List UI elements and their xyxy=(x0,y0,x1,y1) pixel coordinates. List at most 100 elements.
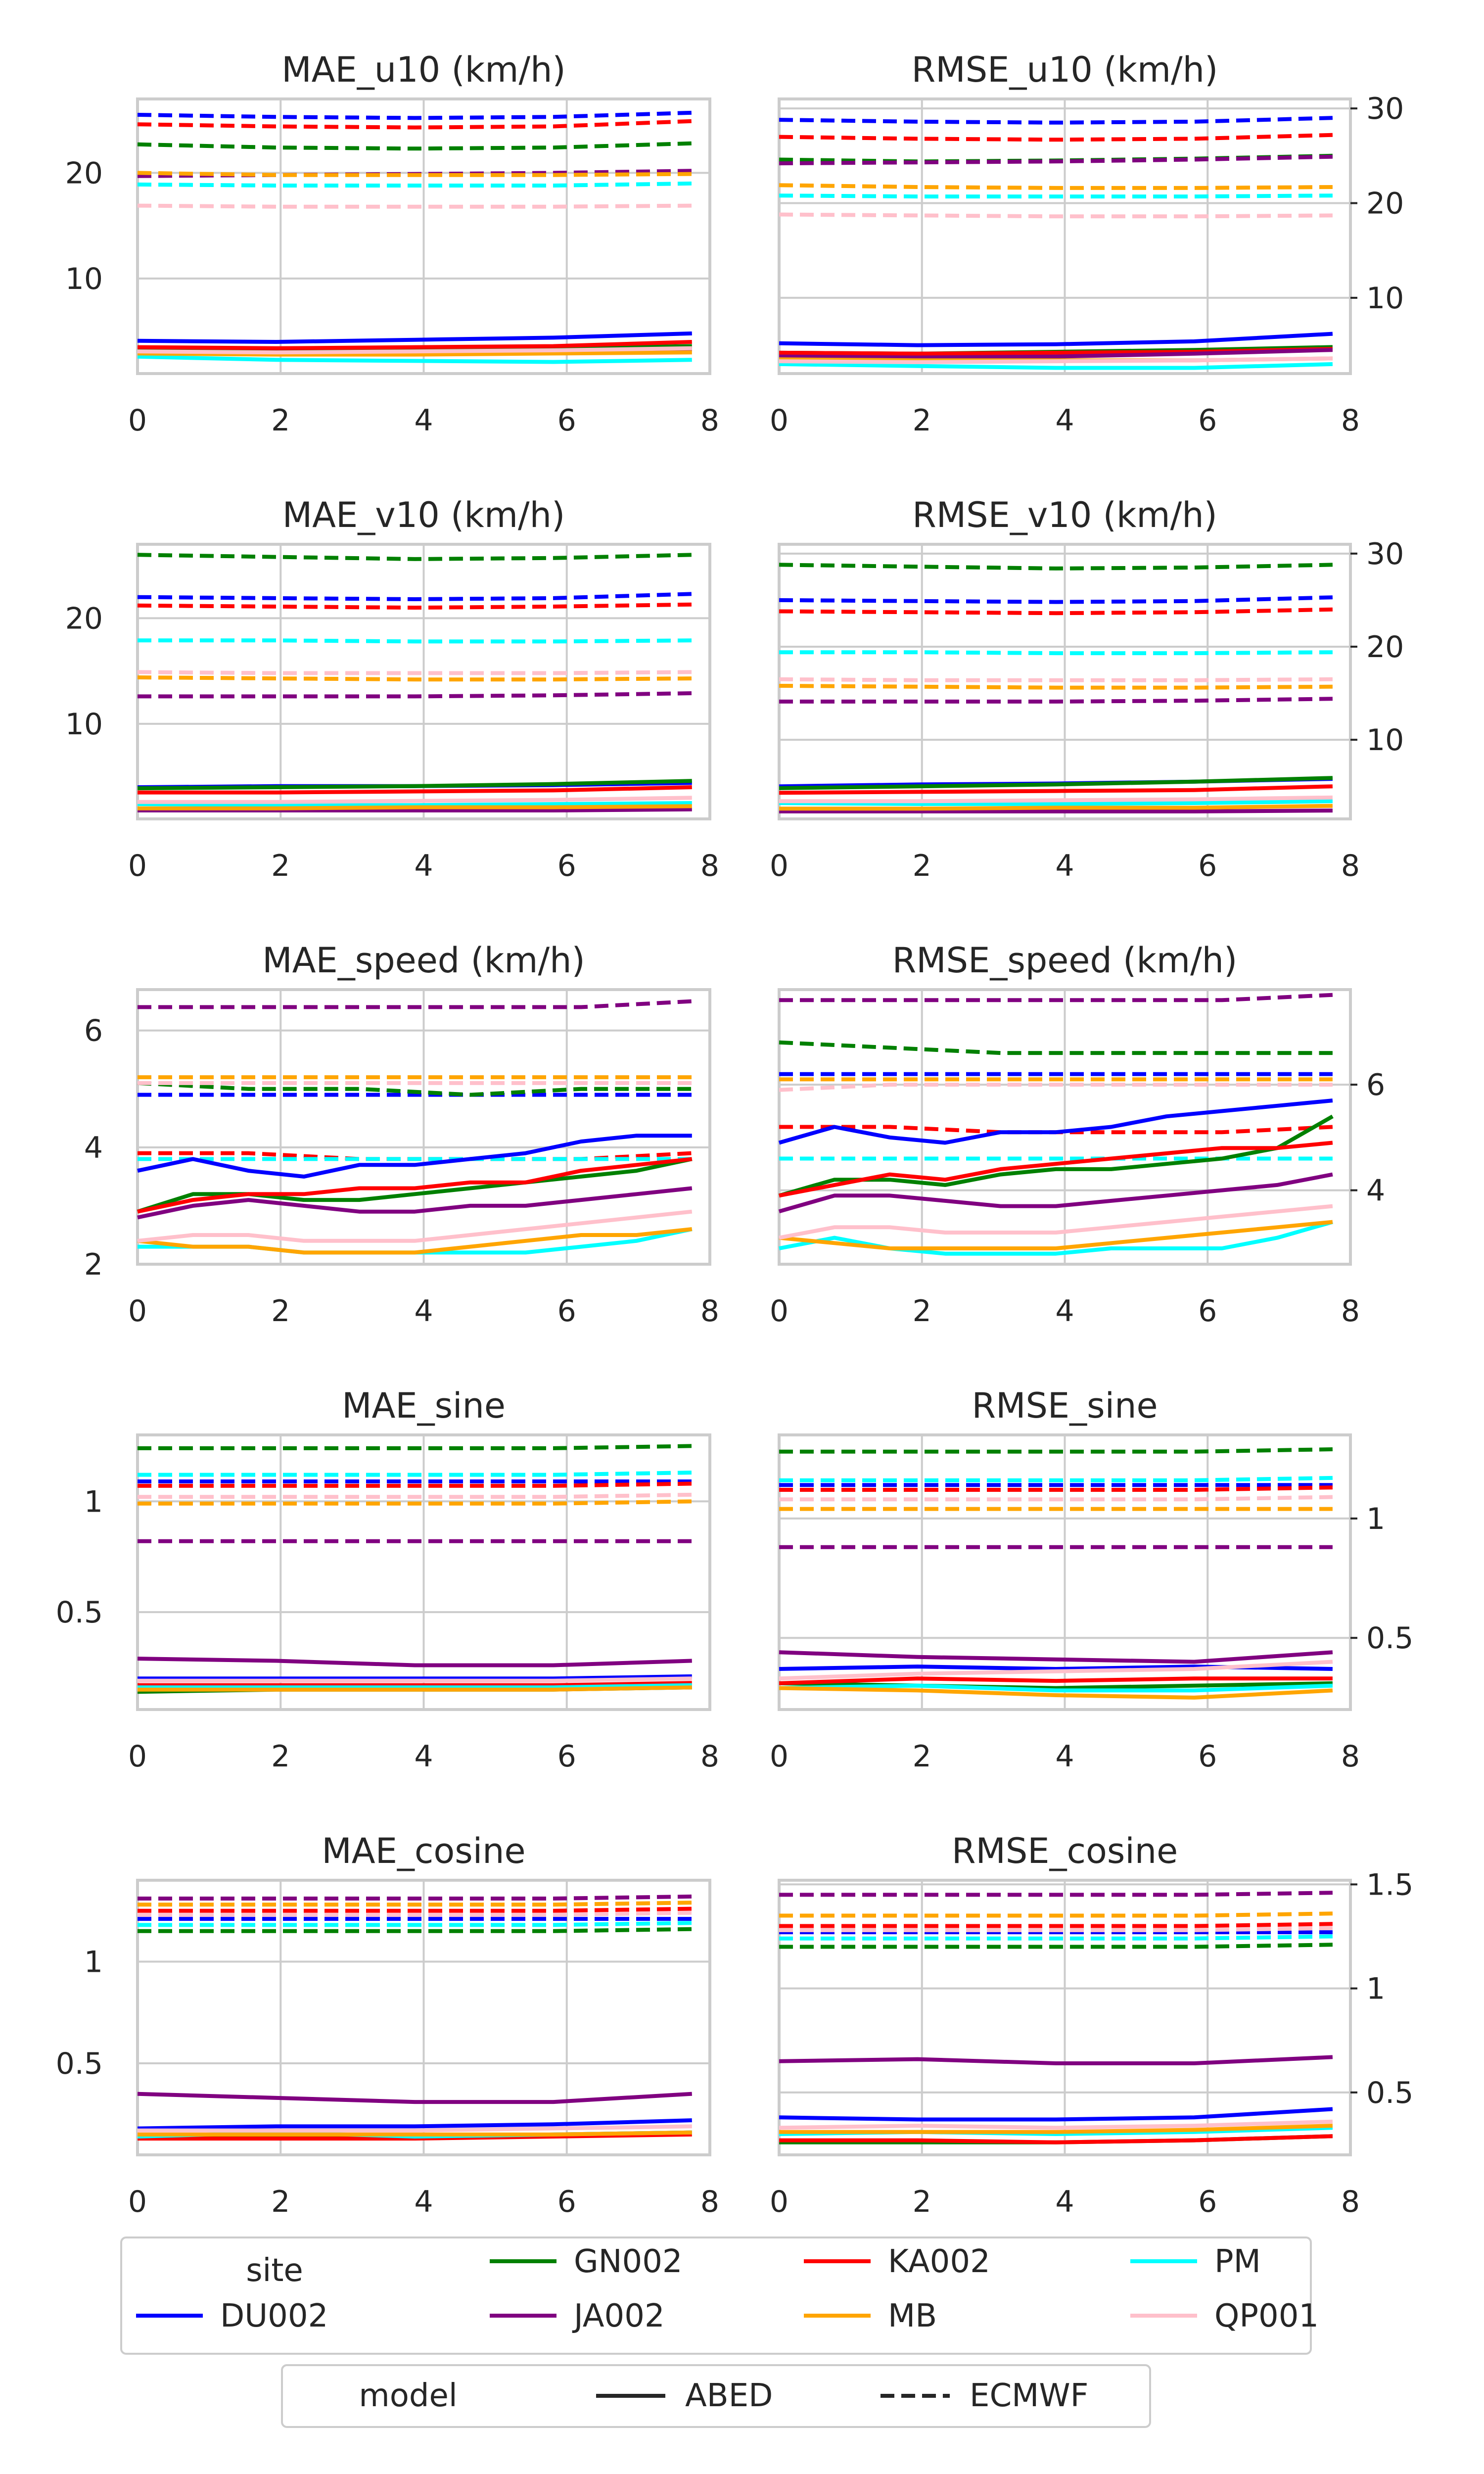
series-line-ja002-abed xyxy=(137,1186,693,1220)
legend-label-du002: DU002 xyxy=(220,2298,328,2334)
y-tick-label: 20 xyxy=(65,601,103,636)
series-line-mb-abed xyxy=(138,1685,692,1692)
y-tick-label: 4 xyxy=(84,1131,103,1165)
series-line-du002-abed xyxy=(137,1134,692,1179)
chart-panel: 0 2 4 6 8 10 20 MAE_v10 (km/h) xyxy=(65,495,719,883)
series-line-gn002-ecmwf xyxy=(137,553,692,561)
series-line-pm-ecmwf xyxy=(779,650,1333,656)
series-line-pm-ecmwf xyxy=(138,1471,692,1477)
x-tick-label: 0 xyxy=(770,1294,788,1329)
legend-label-abed: ABED xyxy=(685,2378,773,2414)
x-tick-label: 2 xyxy=(913,1294,931,1329)
x-tick-label: 2 xyxy=(271,2185,290,2219)
series-line-du002-ecmwf xyxy=(137,110,692,120)
chart-title: MAE_sine xyxy=(342,1385,506,1426)
x-tick-label: 2 xyxy=(913,1739,931,1774)
series-line-pm-ecmwf xyxy=(138,638,692,644)
series-line-gn002-abed xyxy=(137,779,692,791)
y-tick-label: 10 xyxy=(1366,281,1404,316)
chart-title: RMSE_sine xyxy=(972,1385,1158,1426)
series-line-ka002-abed xyxy=(137,340,692,350)
x-tick-label: 6 xyxy=(557,2185,576,2219)
x-tick-label: 4 xyxy=(1055,849,1074,883)
x-tick-label: 8 xyxy=(700,849,719,883)
series-line-du002-abed xyxy=(137,331,692,344)
chart-title: MAE_v10 (km/h) xyxy=(282,495,565,535)
series-line-mb-abed xyxy=(779,1220,1333,1250)
series-line-ka002-ecmwf xyxy=(138,1906,692,1913)
x-tick-label: 6 xyxy=(1198,2185,1217,2219)
series-line-mb-ecmwf xyxy=(779,1911,1333,1918)
x-tick-label: 0 xyxy=(128,1739,147,1774)
series-line-ja002-ecmwf xyxy=(138,691,692,699)
series-line-qp001-abed xyxy=(779,1660,1333,1681)
series-line-ja002-abed xyxy=(138,807,692,812)
x-tick-label: 8 xyxy=(700,2185,719,2219)
x-tick-label: 8 xyxy=(1341,1739,1360,1774)
series-line-gn002-abed xyxy=(779,776,1333,790)
chart-panel: 0 2 4 6 8 0.5 1 MAE_sine xyxy=(56,1385,720,1774)
x-tick-label: 4 xyxy=(414,1739,433,1774)
x-tick-label: 8 xyxy=(700,403,719,438)
series-line-ka002-ecmwf xyxy=(137,602,692,610)
series-line-pm-abed xyxy=(137,801,692,808)
legend-label-gn002: GN002 xyxy=(574,2243,683,2280)
series-line-du002-abed xyxy=(138,1674,692,1681)
series-line-mb-abed xyxy=(137,1227,693,1255)
series-line-qp001-abed xyxy=(137,346,692,355)
series-line-pm-abed xyxy=(138,1683,692,1690)
series-line-mb-abed xyxy=(138,804,692,810)
legend-label-mb: MB xyxy=(888,2298,937,2334)
series-line-qp001-ecmwf xyxy=(779,1083,1333,1092)
series-line-mb-abed xyxy=(137,350,692,357)
y-tick-label: 0.5 xyxy=(1366,1621,1413,1656)
series-line-qp001-ecmwf xyxy=(138,1492,692,1499)
series-line-mb-ecmwf xyxy=(137,171,692,177)
y-tick-label: 20 xyxy=(1366,187,1404,221)
series-line-qp001-ecmwf xyxy=(137,670,692,675)
chart-panel: 0 2 4 6 8 10 20 30 RMSE_u10 (km/h) xyxy=(770,49,1404,438)
series-line-pm-ecmwf xyxy=(138,1921,692,1927)
x-tick-label: 8 xyxy=(1341,403,1360,438)
series-line-ka002-abed xyxy=(138,785,692,795)
series-line-ka002-abed xyxy=(779,1141,1333,1198)
series-line-mb-abed xyxy=(779,2124,1333,2134)
x-tick-label: 6 xyxy=(1198,849,1217,883)
x-tick-label: 0 xyxy=(770,403,788,438)
x-tick-label: 2 xyxy=(271,403,290,438)
series-line-ja002-ecmwf xyxy=(138,999,693,1009)
y-tick-label: 10 xyxy=(65,707,103,742)
x-tick-label: 2 xyxy=(271,1739,290,1774)
chart-title: RMSE_v10 (km/h) xyxy=(912,495,1217,535)
y-tick-label: 0.5 xyxy=(1366,2076,1413,2110)
chart-title: RMSE_speed (km/h) xyxy=(892,940,1238,981)
x-tick-label: 4 xyxy=(414,403,433,438)
model-legend: model ABED ECMWF xyxy=(281,2364,1151,2428)
series-line-ka002-abed xyxy=(779,784,1333,795)
x-tick-label: 4 xyxy=(414,1294,433,1329)
series-line-du002-abed xyxy=(779,2107,1333,2122)
series-line-gn002-ecmwf xyxy=(779,1943,1333,1949)
chart-panel: 0 2 4 6 8 4 6 RMSE_speed (km/h) xyxy=(770,940,1385,1329)
series-line-pm-abed xyxy=(779,362,1333,370)
series-line-du002-abed xyxy=(137,2118,692,2131)
x-tick-label: 6 xyxy=(1198,403,1217,438)
series-line-mb-ecmwf xyxy=(138,1901,692,1907)
x-tick-label: 4 xyxy=(1055,1294,1074,1329)
series-line-mb-ecmwf xyxy=(779,183,1333,190)
series-line-ja002-ecmwf xyxy=(138,1894,692,1901)
series-line-pm-abed xyxy=(137,354,692,364)
y-tick-label: 10 xyxy=(65,262,103,296)
series-line-ka002-abed xyxy=(779,1676,1333,1685)
series-line-ka002-ecmwf xyxy=(138,1481,692,1488)
x-tick-label: 4 xyxy=(1055,2185,1074,2219)
series-line-pm-ecmwf xyxy=(137,181,692,188)
series-line-du002-ecmwf xyxy=(137,592,692,601)
model-legend-title: model xyxy=(359,2378,457,2414)
series-line-pm-ecmwf xyxy=(779,1475,1333,1482)
series-line-mb-ecmwf xyxy=(779,684,1333,690)
series-line-ja002-abed xyxy=(779,809,1333,813)
model-legend-box xyxy=(281,2364,1151,2428)
site-legend-box xyxy=(120,2236,1312,2355)
